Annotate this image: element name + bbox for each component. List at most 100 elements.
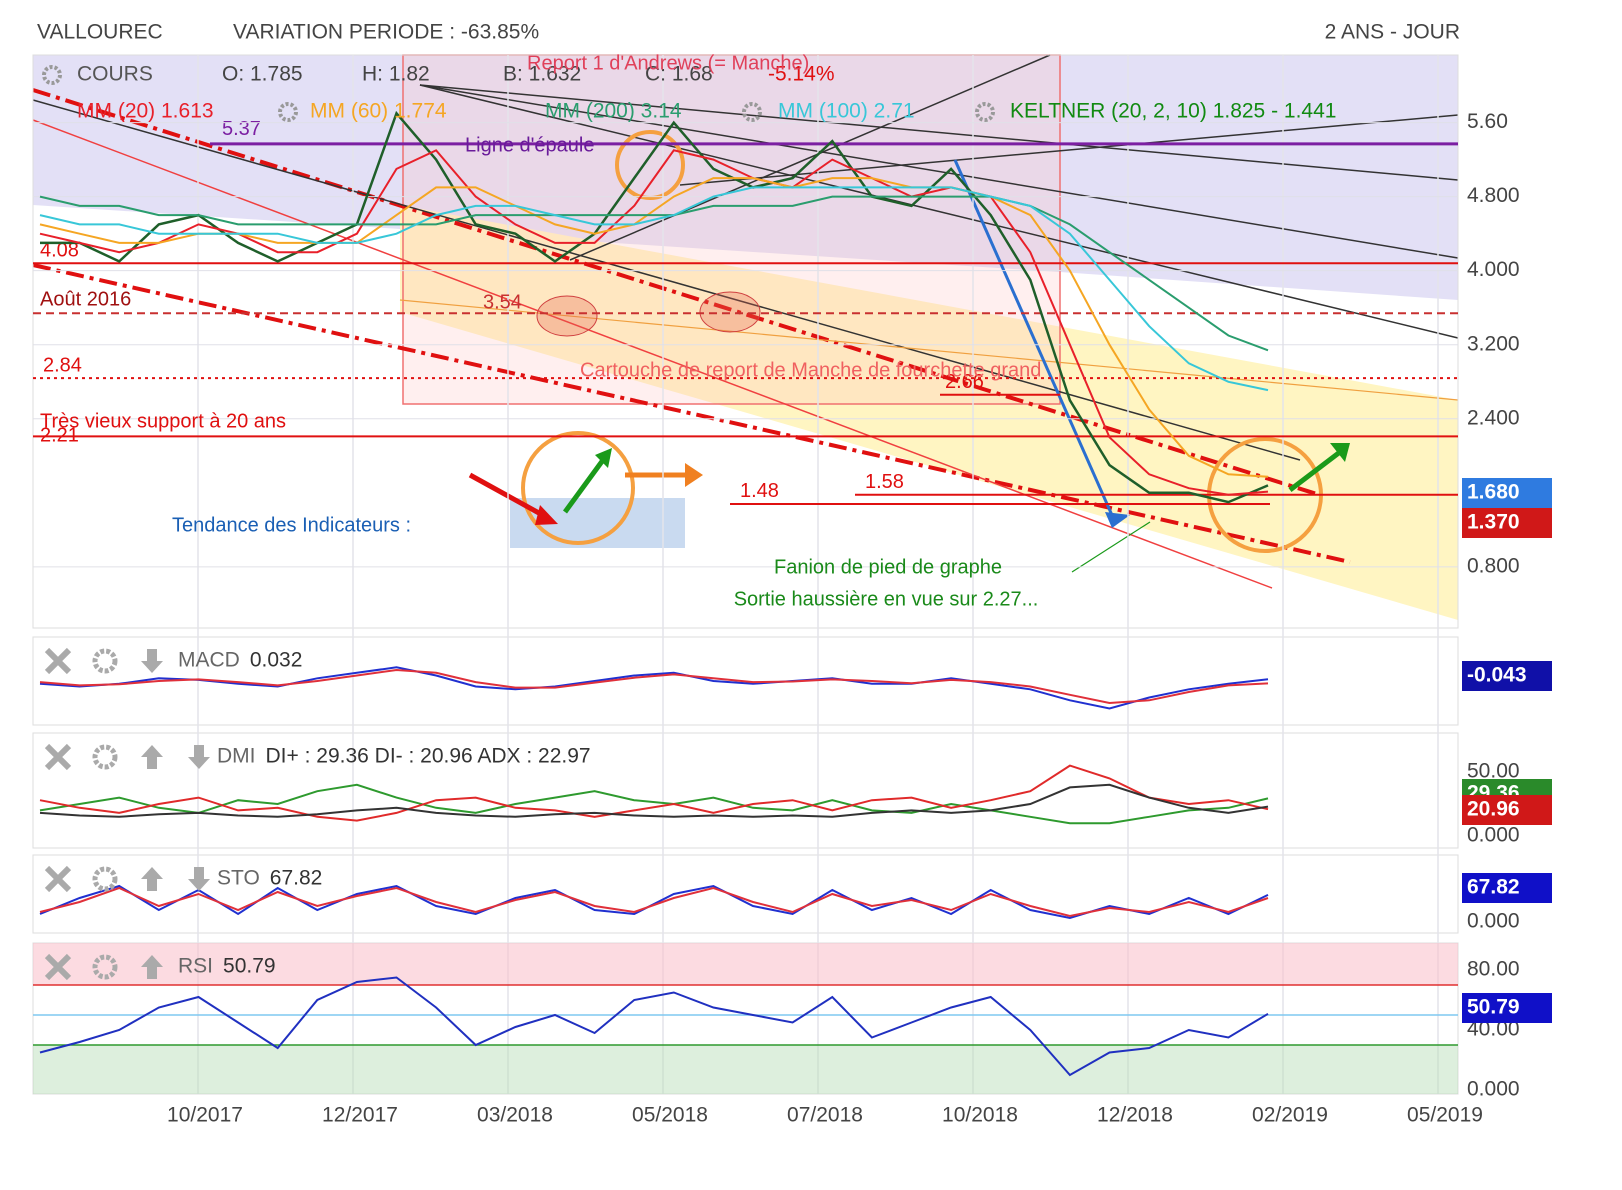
x-tick-label: 10/2017 [167,1104,243,1127]
panel-reading: DI+ : 29.36 DI- : 20.96 ADX : 22.97 [266,745,591,768]
series-line [39,195,1269,352]
x-tick-label: 05/2019 [1407,1104,1483,1127]
annotation: Tendance des Indicateurs : [172,514,411,536]
annotation: Ligne d'épaule [465,134,595,156]
panel [32,854,1459,934]
ohlc: O: 1.785 [222,63,303,86]
level-label: 3.54 [483,292,522,314]
panel-reading: 67.82 [270,867,323,890]
close-icon [44,647,72,675]
gear-icon [975,102,995,122]
x-tick-label: 12/2018 [1097,1104,1173,1127]
variation: VARIATION PERIODE : -63.85% [233,21,539,44]
trendline [399,299,1459,401]
period: 2 ANS - JOUR [1325,21,1460,44]
down-icon [141,649,163,673]
x-tick-label: 05/2018 [632,1104,708,1127]
annotation: Fanion de pied de graphe [774,556,1002,578]
close-icon [44,953,72,981]
trendline [419,84,1459,259]
series-line [40,110,1269,504]
ohlc: C: 1.68 [645,63,713,86]
down-icon [188,867,210,891]
arrowhead [595,448,612,468]
trendline [32,263,1351,564]
panel-reading: 50.79 [223,955,276,978]
y-tick-label: 0.000 [1467,824,1520,847]
annotation: Août 2016 [40,288,131,310]
series-line [39,976,1269,1077]
change: -5.14% [768,63,835,86]
level-label: 2.84 [43,354,82,376]
series-line [39,783,1269,818]
arrow [562,458,606,514]
value-box [1462,508,1552,538]
ohlc: H: 1.82 [362,63,430,86]
arrowhead [685,463,703,487]
y-tick-label: 40.00 [1467,1018,1520,1041]
trendline [32,119,1273,589]
gear-icon [42,65,62,85]
value-box-label: 1.680 [1467,481,1520,504]
x-tick-label: 10/2018 [942,1104,1018,1127]
up-icon [141,745,163,769]
value-box [1462,795,1552,825]
gear-icon [92,954,118,980]
y-tick-label: 50.00 [1467,760,1520,783]
ohlc: B: 1.632 [503,63,581,86]
circle [615,130,685,200]
panel-title: RSI [178,955,213,978]
series-line [39,177,1269,478]
value-box-label: -0.043 [1467,664,1527,687]
series-line [39,764,1269,822]
gear-icon [92,744,118,770]
circle [521,431,635,545]
y-tick-label: 0.000 [1467,910,1520,933]
annotation: Report 1 d'Andrews (= Manche) [527,52,809,74]
panel-title: MACD [178,649,240,672]
level-label: 2.66 [945,371,984,393]
level-label: 1.58 [865,471,904,493]
close-icon [44,743,72,771]
arrow [1288,450,1342,492]
ellipse [699,291,761,333]
pointer [1071,521,1151,573]
annotation: Très vieux support à 20 ans [40,410,286,432]
legend-entry: COURS [77,63,153,86]
panel [32,732,1459,849]
level-label: 5.37 [222,118,261,140]
y-tick-label: 5.60 [1467,110,1508,133]
value-box [1462,661,1552,691]
up-icon [141,955,163,979]
value-box [1462,478,1552,508]
gear-icon [92,648,118,674]
x-tick-label: 12/2017 [322,1104,398,1127]
up-icon [141,867,163,891]
ellipse [536,295,598,337]
oversold-zone [33,1044,1458,1094]
series-line [39,886,1269,918]
series-line [39,668,1269,705]
arrowhead [1105,512,1130,528]
trendline [679,114,1459,186]
y-tick-label: 3.200 [1467,332,1520,355]
level-label: 1.48 [740,480,779,502]
value-box-label: 67.82 [1467,876,1520,899]
x-tick-label: 03/2018 [477,1104,553,1127]
close-icon [44,865,72,893]
trendline [419,84,1459,181]
y-tick-label: 4.800 [1467,184,1520,207]
series-line [39,783,1269,825]
keltner: KELTNER (20, 2, 10) 1.825 - 1.441 [1010,100,1336,123]
annotation: Sortie haussière en vue sur 2.27... [734,588,1039,610]
value-box-label: 1.370 [1467,511,1520,534]
overbought-zone [33,943,1458,985]
series-line [39,186,1269,392]
trendline [419,84,1459,339]
value-box [1462,993,1552,1023]
series-line [39,149,1269,496]
legend-entry: MM (200) 3.14 [545,100,682,123]
panel-title: DMI [217,745,256,768]
channel [400,205,1458,620]
trendline [32,99,1301,461]
